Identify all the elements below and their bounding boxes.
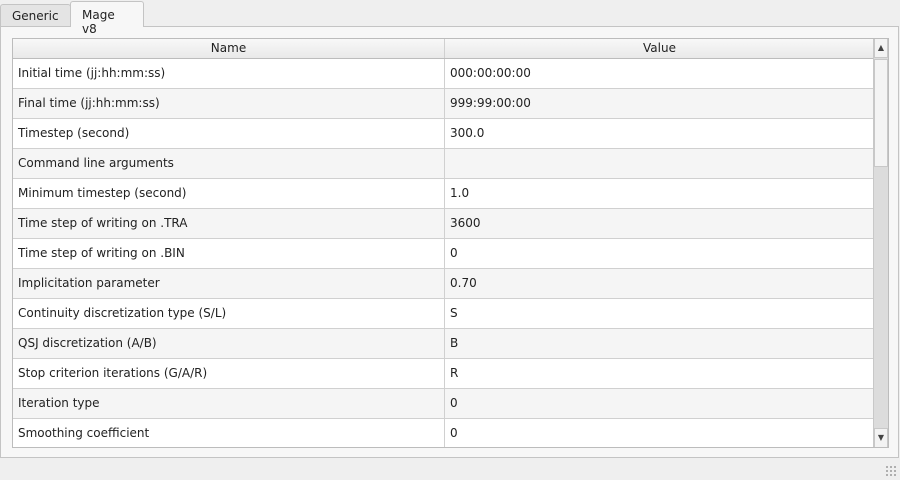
table-row[interactable]: Timestep (second) 300.0 — [13, 119, 874, 149]
value-cell[interactable]: 0 — [450, 396, 458, 410]
value-cell[interactable]: 3600 — [450, 216, 481, 230]
table-row[interactable]: Command line arguments — [13, 149, 874, 179]
name-cell: Continuity discretization type (S/L) — [13, 299, 445, 328]
table-row[interactable]: Smoothing coefficient 0 — [13, 419, 874, 447]
value-cell[interactable]: 300.0 — [450, 126, 485, 140]
size-grip-icon[interactable] — [885, 465, 897, 477]
scrollbar-thumb[interactable] — [874, 59, 888, 167]
tab-panel: Name Value Initial time (jj:hh:mm:ss) 000… — [0, 26, 899, 458]
parameters-table: Name Value Initial time (jj:hh:mm:ss) 000… — [12, 38, 889, 448]
table-row[interactable]: Stop criterion iterations (G/A/R) R — [13, 359, 874, 389]
name-cell: Minimum timestep (second) — [13, 179, 445, 208]
tab-mage-v8[interactable]: Mage v8 — [70, 1, 144, 36]
table-row[interactable]: Minimum timestep (second) 1.0 — [13, 179, 874, 209]
value-cell[interactable]: 0.70 — [450, 276, 477, 290]
name-cell: Stop criterion iterations (G/A/R) — [13, 359, 445, 388]
value-cell[interactable]: 000:00:00:00 — [450, 66, 531, 80]
name-cell: Final time (jj:hh:mm:ss) — [13, 89, 445, 118]
value-cell[interactable]: S — [450, 306, 458, 320]
table-body: Initial time (jj:hh:mm:ss) 000:00:00:00 Fi… — [13, 59, 874, 447]
table-row[interactable]: Final time (jj:hh:mm:ss) 999:99:00:00 — [13, 89, 874, 119]
name-cell: Command line arguments — [13, 149, 445, 178]
name-cell: Initial time (jj:hh:mm:ss) — [13, 59, 445, 88]
value-cell[interactable]: 0 — [450, 246, 458, 260]
tab-generic[interactable]: Generic — [0, 4, 71, 27]
arrow-down-icon: ▼ — [877, 433, 885, 442]
name-cell: Iteration type — [13, 389, 445, 418]
tab-bar: Generic Mage v8 — [0, 0, 900, 36]
name-cell: Time step of writing on .TRA — [13, 209, 445, 238]
value-cell[interactable]: 999:99:00:00 — [450, 96, 531, 110]
table-row[interactable]: Implicitation parameter 0.70 — [13, 269, 874, 299]
value-cell[interactable] — [445, 149, 874, 178]
table-row[interactable]: Iteration type 0 — [13, 389, 874, 419]
name-cell: Time step of writing on .BIN — [13, 239, 445, 268]
name-cell: Smoothing coefficient — [13, 419, 445, 447]
table-row[interactable]: QSJ discretization (A/B) B — [13, 329, 874, 359]
value-cell[interactable]: 0 — [450, 426, 458, 440]
name-cell: Timestep (second) — [13, 119, 445, 148]
column-header-name[interactable]: Name — [13, 39, 445, 58]
arrow-up-icon: ▲ — [877, 43, 885, 52]
scroll-down-button[interactable]: ▼ — [874, 428, 888, 447]
table-row[interactable]: Time step of writing on .BIN 0 — [13, 239, 874, 269]
vertical-scrollbar[interactable]: ▲ ▼ — [873, 39, 888, 447]
value-cell[interactable]: 1.0 — [450, 186, 470, 200]
value-cell[interactable]: R — [450, 366, 459, 380]
table-row[interactable]: Time step of writing on .TRA 3600 — [13, 209, 874, 239]
name-cell: Implicitation parameter — [13, 269, 445, 298]
scroll-up-button[interactable]: ▲ — [874, 39, 888, 58]
value-cell[interactable]: B — [450, 336, 459, 350]
table-row[interactable]: Initial time (jj:hh:mm:ss) 000:00:00:00 — [13, 59, 874, 89]
table-row[interactable]: Continuity discretization type (S/L) S — [13, 299, 874, 329]
table-header: Name Value — [13, 39, 874, 59]
name-cell: QSJ discretization (A/B) — [13, 329, 445, 358]
column-header-value[interactable]: Value — [643, 41, 676, 55]
